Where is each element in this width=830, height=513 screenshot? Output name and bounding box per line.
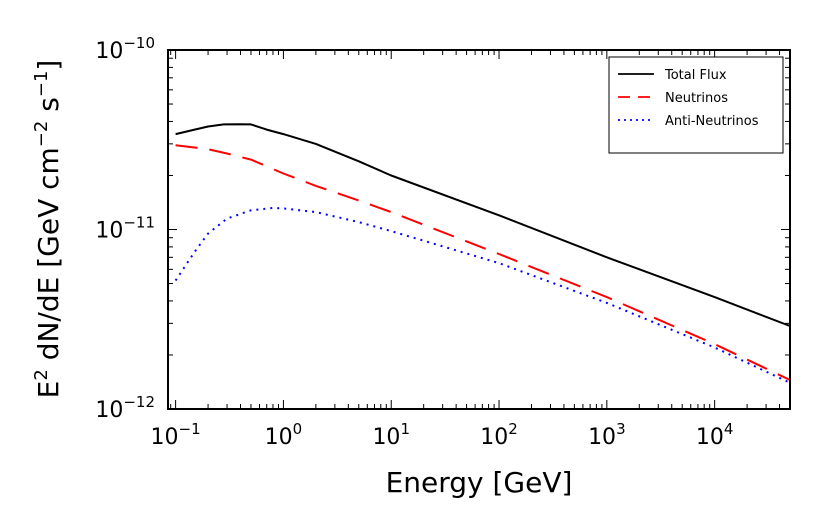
x-tick-exp: 1 bbox=[400, 420, 410, 438]
y-tick-label: 10−10 bbox=[95, 34, 155, 64]
y-tick-base: 10 bbox=[95, 219, 123, 244]
series-line-total-flux bbox=[175, 123, 791, 327]
y-tick-base: 10 bbox=[95, 39, 123, 64]
svg-text:E2 dN/dE [GeV cm−2 s−1]: E2 dN/dE [GeV cm−2 s−1] bbox=[31, 60, 65, 399]
y-tick-exp: −11 bbox=[123, 214, 155, 232]
legend-label-neutrinos: Neutrinos bbox=[665, 91, 728, 106]
x-tick-label: 101 bbox=[372, 420, 410, 450]
y-tick-base: 10 bbox=[95, 398, 123, 423]
y-tick-exp: −12 bbox=[123, 393, 155, 411]
series-layer bbox=[174, 123, 791, 384]
y-label-mid-exp: −2 bbox=[31, 121, 52, 148]
y-label-prefix-exp: 2 bbox=[31, 369, 52, 380]
y-tick-exp: −10 bbox=[123, 34, 155, 52]
y-label-suffix: ] bbox=[32, 60, 65, 71]
x-tick-exp: 0 bbox=[293, 420, 303, 438]
x-tick-label: 103 bbox=[588, 420, 626, 450]
y-axis-label: E2 dN/dE [GeV cm−2 s−1] bbox=[31, 60, 65, 399]
y-label-unit-exp: −1 bbox=[31, 71, 52, 98]
y-label-unit: s bbox=[32, 97, 65, 121]
y-tick-label: 10−12 bbox=[95, 393, 155, 423]
legend: Total Flux Neutrinos Anti-Neutrinos bbox=[608, 56, 784, 154]
x-tick-base: 10 bbox=[265, 425, 293, 450]
y-label-prefix: E bbox=[32, 381, 65, 399]
x-axis-label: Energy [GeV] bbox=[386, 466, 573, 499]
x-tick-base: 10 bbox=[480, 425, 508, 450]
x-tick-exp: 2 bbox=[508, 420, 518, 438]
y-label-mid: dN/dE [GeV cm bbox=[32, 147, 65, 369]
x-tick-label: 102 bbox=[480, 420, 518, 450]
x-tick-base: 10 bbox=[151, 425, 179, 450]
x-tick-label: 10−1 bbox=[151, 420, 201, 450]
y-tick-label: 10−11 bbox=[95, 214, 155, 244]
series-line-neutrinos bbox=[175, 144, 791, 381]
x-tick-base: 10 bbox=[372, 425, 400, 450]
x-tick-label: 100 bbox=[265, 420, 303, 450]
x-tick-base: 10 bbox=[588, 425, 616, 450]
x-axis-title: Energy [GeV] bbox=[386, 466, 573, 499]
plot-frame bbox=[167, 49, 791, 410]
x-tick-label: 104 bbox=[696, 420, 734, 450]
legend-label-antineutrinos: Anti-Neutrinos bbox=[665, 114, 759, 129]
x-tick-exp: 3 bbox=[616, 420, 626, 438]
x-tick-exp: 4 bbox=[724, 420, 734, 438]
legend-label-total: Total Flux bbox=[664, 68, 727, 83]
series-line-anti-neutrinos bbox=[174, 206, 791, 384]
x-tick-base: 10 bbox=[696, 425, 724, 450]
x-tick-exp: −1 bbox=[179, 420, 201, 438]
legend-box bbox=[608, 56, 784, 154]
